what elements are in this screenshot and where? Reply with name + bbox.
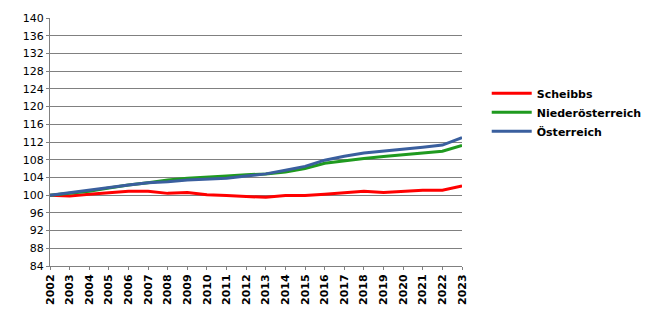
svg-text:2023: 2023 xyxy=(456,274,469,305)
svg-text:96: 96 xyxy=(30,207,44,220)
svg-text:2019: 2019 xyxy=(377,274,390,305)
svg-text:2017: 2017 xyxy=(338,274,351,305)
svg-text:140: 140 xyxy=(23,12,44,25)
svg-text:2013: 2013 xyxy=(259,274,272,305)
svg-text:136: 136 xyxy=(23,30,44,43)
svg-text:2018: 2018 xyxy=(357,274,370,305)
svg-text:2016: 2016 xyxy=(318,274,331,305)
svg-text:2007: 2007 xyxy=(142,274,155,305)
svg-text:84: 84 xyxy=(30,260,44,273)
svg-text:2005: 2005 xyxy=(102,274,115,305)
svg-text:128: 128 xyxy=(23,65,44,78)
svg-text:2014: 2014 xyxy=(279,274,292,305)
svg-text:116: 116 xyxy=(23,118,44,131)
svg-text:2009: 2009 xyxy=(181,274,194,305)
svg-text:2006: 2006 xyxy=(122,274,135,305)
svg-text:2020: 2020 xyxy=(397,274,410,305)
svg-text:108: 108 xyxy=(23,154,44,167)
svg-text:88: 88 xyxy=(30,242,44,255)
svg-text:92: 92 xyxy=(30,224,44,237)
svg-text:Niederösterreich: Niederösterreich xyxy=(537,107,641,120)
svg-text:2004: 2004 xyxy=(83,274,96,305)
svg-text:2003: 2003 xyxy=(63,274,76,305)
svg-text:2010: 2010 xyxy=(201,274,214,305)
svg-text:104: 104 xyxy=(23,171,44,184)
svg-text:132: 132 xyxy=(23,47,44,60)
svg-text:2015: 2015 xyxy=(299,274,312,305)
svg-text:2012: 2012 xyxy=(240,274,253,305)
svg-text:2011: 2011 xyxy=(220,274,233,305)
svg-text:2021: 2021 xyxy=(416,274,429,305)
svg-text:Österreich: Österreich xyxy=(537,125,602,139)
svg-text:2008: 2008 xyxy=(161,274,174,305)
svg-text:100: 100 xyxy=(23,189,44,202)
svg-text:Scheibbs: Scheibbs xyxy=(537,88,593,101)
svg-text:124: 124 xyxy=(23,83,44,96)
svg-text:120: 120 xyxy=(23,100,44,113)
svg-text:2022: 2022 xyxy=(436,274,449,305)
svg-text:2002: 2002 xyxy=(44,274,57,305)
svg-text:112: 112 xyxy=(23,136,44,149)
